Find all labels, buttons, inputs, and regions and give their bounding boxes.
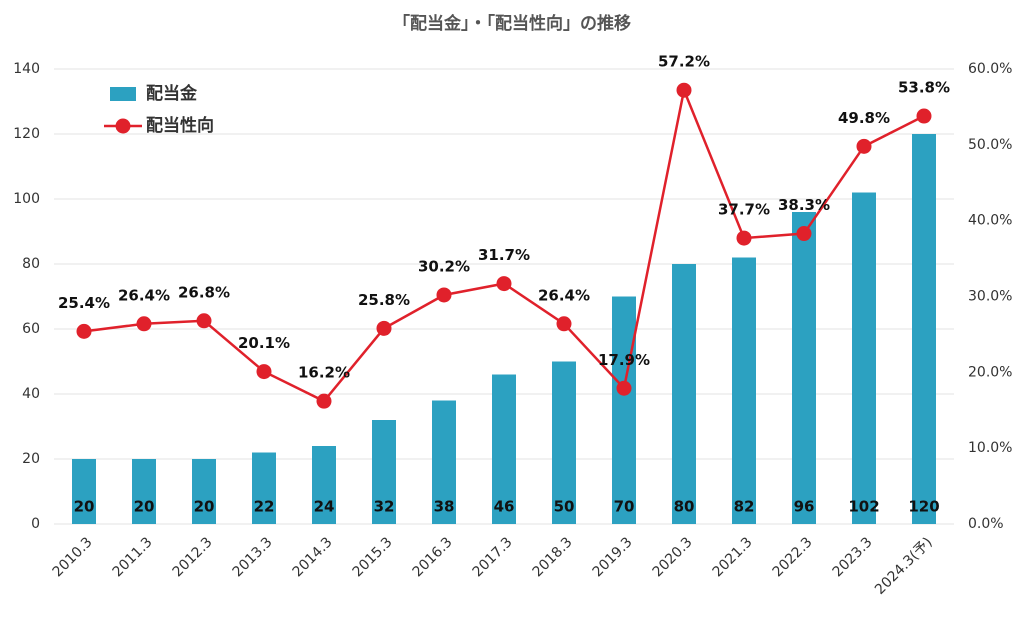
line-value-label: 20.1% bbox=[238, 334, 290, 352]
line-point bbox=[76, 323, 92, 339]
bar-value-label: 102 bbox=[848, 498, 879, 516]
legend-label: 配当金 bbox=[146, 83, 198, 104]
line-point bbox=[916, 108, 932, 124]
y-tick-label: 0 bbox=[31, 516, 40, 532]
line-point bbox=[196, 313, 212, 329]
x-tick-label: 2016.3 bbox=[410, 534, 456, 580]
bar bbox=[312, 446, 336, 524]
y2-tick-label: 30.0% bbox=[968, 289, 1012, 305]
bar bbox=[912, 134, 936, 524]
x-tick-label: 2024.3(予) bbox=[872, 534, 936, 598]
line-value-label: 26.8% bbox=[178, 283, 230, 301]
line-value-label: 25.8% bbox=[358, 291, 410, 309]
line-value-label: 26.4% bbox=[118, 286, 170, 304]
bar bbox=[252, 452, 276, 524]
line-point bbox=[496, 276, 512, 292]
bar-value-label: 32 bbox=[374, 498, 395, 516]
legend-swatch bbox=[110, 87, 136, 101]
y-tick-label: 40 bbox=[22, 386, 40, 402]
line-value-label: 26.4% bbox=[538, 286, 590, 304]
bar bbox=[432, 400, 456, 524]
bar-value-label: 96 bbox=[794, 498, 815, 516]
y2-tick-label: 20.0% bbox=[968, 364, 1012, 380]
bar-value-label: 50 bbox=[554, 498, 575, 516]
x-tick-label: 2010.3 bbox=[50, 534, 96, 580]
line-value-label: 16.2% bbox=[298, 364, 350, 382]
y-tick-label: 140 bbox=[13, 61, 40, 77]
y2-tick-label: 50.0% bbox=[968, 137, 1012, 153]
y2-tick-label: 10.0% bbox=[968, 440, 1012, 456]
line-point bbox=[256, 364, 272, 380]
line-point bbox=[856, 138, 872, 154]
line-point bbox=[736, 230, 752, 246]
bar bbox=[72, 459, 96, 524]
bar bbox=[492, 374, 516, 524]
bar-value-label: 22 bbox=[254, 498, 275, 516]
line-point bbox=[796, 226, 812, 242]
x-tick-label: 2020.3 bbox=[650, 534, 696, 580]
x-tick-label: 2012.3 bbox=[170, 534, 216, 580]
x-tick-label: 2019.3 bbox=[590, 534, 636, 580]
bar-value-label: 24 bbox=[314, 498, 335, 516]
x-tick-label: 2018.3 bbox=[530, 534, 576, 580]
bar-value-label: 70 bbox=[614, 498, 635, 516]
bar-value-label: 120 bbox=[908, 498, 939, 516]
y-tick-label: 120 bbox=[13, 126, 40, 142]
y-tick-label: 20 bbox=[22, 451, 40, 467]
line-value-label: 31.7% bbox=[478, 246, 530, 264]
bar bbox=[672, 264, 696, 524]
bar-value-label: 46 bbox=[494, 498, 515, 516]
line-point bbox=[316, 393, 332, 409]
y-tick-label: 80 bbox=[22, 256, 40, 272]
bar bbox=[792, 212, 816, 524]
x-tick-label: 2011.3 bbox=[110, 534, 156, 580]
y-tick-label: 100 bbox=[13, 191, 40, 207]
line-value-label: 57.2% bbox=[658, 53, 710, 71]
x-tick-label: 2017.3 bbox=[470, 534, 516, 580]
x-tick-label: 2014.3 bbox=[290, 534, 336, 580]
bar bbox=[552, 361, 576, 524]
line-value-label: 25.4% bbox=[58, 294, 110, 312]
bar bbox=[732, 257, 756, 524]
line-point bbox=[676, 82, 692, 98]
line-point bbox=[376, 320, 392, 336]
legend-label: 配当性向 bbox=[146, 115, 214, 136]
legend-swatch bbox=[115, 118, 131, 134]
bar bbox=[612, 296, 636, 524]
x-tick-label: 2023.3 bbox=[830, 534, 876, 580]
y2-tick-label: 60.0% bbox=[968, 61, 1012, 77]
line-point bbox=[436, 287, 452, 303]
bar bbox=[132, 459, 156, 524]
bar-value-label: 82 bbox=[734, 498, 755, 516]
bar-value-label: 80 bbox=[674, 498, 695, 516]
x-tick-label: 2013.3 bbox=[230, 534, 276, 580]
bar-value-label: 38 bbox=[434, 498, 455, 516]
y2-tick-label: 0.0% bbox=[968, 516, 1004, 532]
line-value-label: 38.3% bbox=[778, 196, 830, 214]
line-value-label: 49.8% bbox=[838, 109, 890, 127]
line-value-label: 30.2% bbox=[418, 257, 470, 275]
line-point bbox=[136, 316, 152, 332]
line-value-label: 53.8% bbox=[898, 79, 950, 97]
x-tick-label: 2021.3 bbox=[710, 534, 756, 580]
line-point bbox=[556, 316, 572, 332]
bar-value-label: 20 bbox=[134, 498, 155, 516]
x-tick-label: 2022.3 bbox=[770, 534, 816, 580]
bar-value-label: 20 bbox=[74, 498, 95, 516]
bar bbox=[852, 192, 876, 524]
bar bbox=[372, 420, 396, 524]
bar-value-label: 20 bbox=[194, 498, 215, 516]
line-value-label: 17.9% bbox=[598, 351, 650, 369]
line-point bbox=[616, 380, 632, 396]
bar bbox=[192, 459, 216, 524]
line-value-label: 37.7% bbox=[718, 201, 770, 219]
x-tick-label: 2015.3 bbox=[350, 534, 396, 580]
y2-tick-label: 40.0% bbox=[968, 213, 1012, 229]
chart-title: 「配当金」・「配当性向」の推移 bbox=[393, 13, 631, 34]
y-tick-label: 60 bbox=[22, 321, 40, 337]
